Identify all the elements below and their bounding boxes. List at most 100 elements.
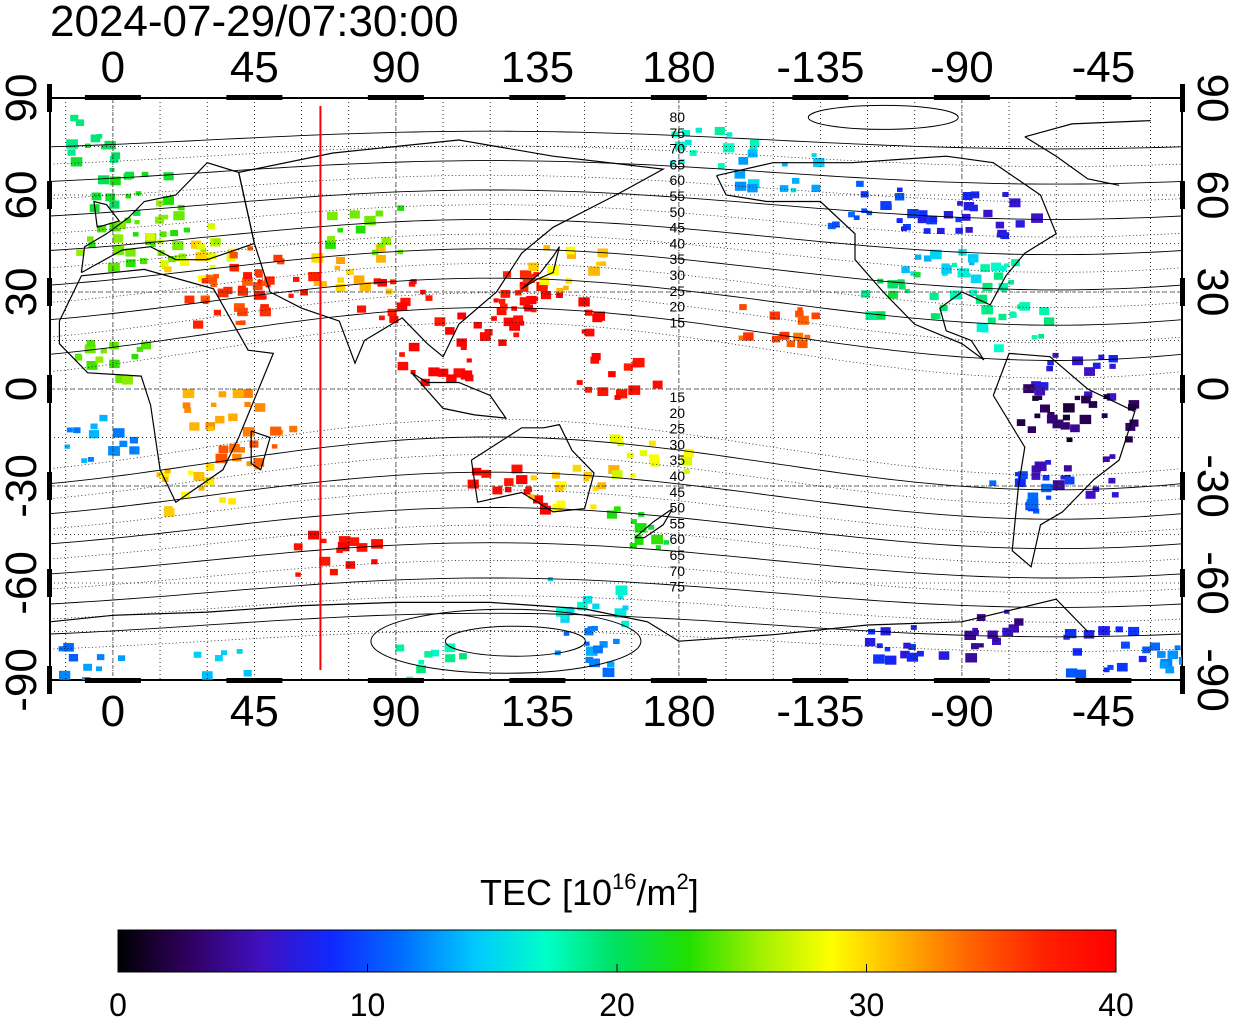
contour-line (50, 204, 1182, 238)
colorbar-tick-label: 0 (109, 987, 127, 1021)
tec-cell (125, 259, 136, 267)
tec-cell (141, 171, 149, 178)
tec-cell (293, 543, 303, 551)
tec-cell (648, 440, 656, 447)
tec-cell (1103, 394, 1110, 400)
tec-cell (972, 630, 979, 635)
x-tick-mark-bottom (933, 678, 990, 683)
tec-cell (562, 606, 574, 616)
tec-cell (588, 266, 600, 276)
tec-cell (125, 171, 135, 179)
tec-cell (689, 150, 697, 156)
tec-cell (141, 341, 152, 350)
tec-cell (213, 309, 221, 316)
new-zealand-coast (634, 508, 674, 539)
contour-label: 30 (669, 436, 685, 452)
y-tick-mark-left (47, 181, 52, 209)
y-tick-label-right: -30 (1188, 454, 1235, 518)
tec-cell (429, 681, 441, 690)
chart-title: 2024-07-29/07:30:00 (50, 0, 459, 46)
tec-cell (499, 298, 506, 304)
contour-label: 15 (669, 389, 685, 405)
tec-cell (261, 280, 268, 286)
tec-cell (88, 242, 96, 248)
tec-cell (223, 286, 233, 295)
tec-cell (496, 307, 507, 316)
tec-cell (750, 139, 760, 148)
tec-cell (337, 228, 343, 233)
tec-cell (74, 354, 83, 361)
tec-cell (243, 272, 253, 280)
y-tick-label-left: 60 (0, 171, 46, 220)
tec-cell (399, 352, 405, 357)
contour-line (50, 542, 1182, 579)
tec-cell (249, 440, 259, 448)
tec-cell (81, 686, 86, 690)
tec-cell (684, 139, 692, 146)
tec-cell (614, 395, 621, 400)
tec-cell (563, 631, 570, 636)
tec-cell (164, 468, 171, 474)
tec-cell (722, 143, 735, 153)
tec-cell (1004, 609, 1010, 614)
antarctica-coast (50, 598, 1089, 642)
contour-line (50, 507, 1182, 550)
tec-cell (519, 281, 527, 288)
tec-cell (1128, 404, 1137, 411)
tec-cell (963, 202, 975, 211)
tec-cell (513, 315, 524, 324)
tec-cell (738, 157, 749, 165)
contour-line (50, 292, 1182, 344)
tec-cell (87, 457, 94, 462)
tec-cell (400, 297, 411, 307)
greenland-coast (1024, 120, 1151, 186)
y-tick-mark-left (47, 666, 52, 694)
tec-cell (213, 273, 219, 279)
tec-cell (623, 363, 633, 371)
tec-cell (531, 308, 537, 313)
tec-cell (626, 452, 634, 459)
tec-cell (533, 495, 544, 504)
tec-cell (183, 227, 190, 233)
tec-cell (500, 303, 508, 310)
tec-cell (162, 214, 169, 220)
tec-cell (634, 537, 644, 545)
x-tick-label-bottom: -135 (776, 687, 864, 736)
tec-cell (602, 667, 615, 678)
x-tick-mark-top (792, 95, 849, 100)
x-tick-mark-bottom (792, 678, 849, 683)
tec-cell (204, 476, 215, 485)
tec-cell (73, 427, 81, 434)
tec-cell (1174, 645, 1181, 651)
tec-cell (236, 649, 243, 654)
asia-coast (238, 139, 666, 365)
tec-cell (967, 254, 979, 263)
contour-line (50, 174, 1182, 203)
tec-cell (555, 608, 567, 617)
tec-cell (887, 290, 898, 299)
tec-cell (1016, 419, 1026, 426)
tec-cell (131, 353, 139, 360)
tec-cell (105, 141, 116, 150)
tec-cell (174, 254, 183, 262)
tec-cell (514, 290, 522, 296)
x-tick-mark-bottom (226, 678, 283, 683)
tec-cell (125, 193, 132, 199)
tec-cell (876, 643, 883, 649)
tec-cell (614, 608, 627, 618)
tec-cell (1008, 624, 1019, 633)
tec-cell (792, 177, 800, 184)
tec-cell (111, 152, 121, 160)
tec-cell (848, 211, 855, 218)
tec-cell (955, 227, 963, 234)
tec-cell (119, 440, 128, 447)
tec-cell (607, 661, 615, 668)
tec-cell (444, 643, 456, 652)
tec-cell (584, 628, 594, 636)
tec-cell (321, 538, 327, 544)
contour-line (50, 471, 1182, 520)
tec-cell (1116, 662, 1128, 672)
contour-label: 70 (669, 141, 685, 157)
tec-cell (1111, 492, 1119, 498)
tec-cell (115, 375, 126, 384)
